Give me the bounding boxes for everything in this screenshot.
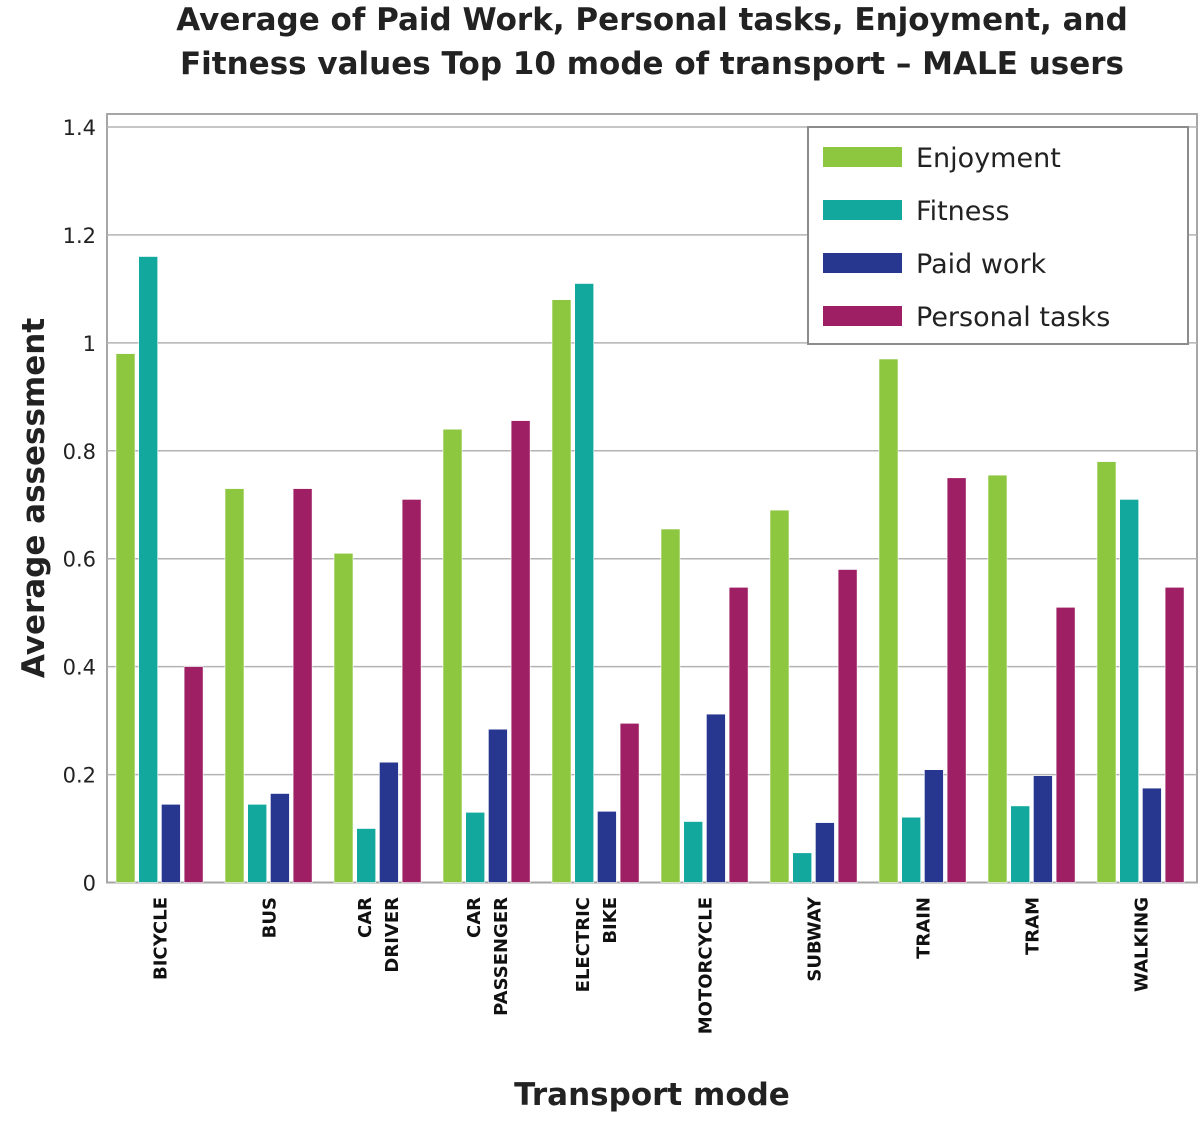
bar-fitness <box>683 821 704 883</box>
x-tick-label: TRAM <box>1023 897 1044 955</box>
bar-enjoyment <box>660 528 681 883</box>
x-tick-label-line: ELECTRIC <box>573 897 594 992</box>
legend-swatch-personal-tasks <box>823 306 902 326</box>
chart-title-line-1: Average of Paid Work, Personal tasks, En… <box>176 2 1128 38</box>
bar-enjoyment <box>224 488 245 883</box>
bar-enjoyment <box>987 474 1008 883</box>
x-tick-label-line: MOTORCYCLE <box>696 897 717 1034</box>
bar-personal-tasks <box>292 488 313 883</box>
x-tick-label-line: DRIVER <box>382 897 403 973</box>
y-tick-label: 0.6 <box>63 548 96 572</box>
y-tick-label: 1.2 <box>63 224 96 248</box>
bar-fitness <box>901 816 922 883</box>
bar-paid-work <box>597 810 617 883</box>
x-tick-label: SUBWAY <box>805 896 826 982</box>
legend-label: Personal tasks <box>916 302 1110 333</box>
x-tick-label-line: PASSENGER <box>491 897 512 1016</box>
x-tick-label-line: CAR <box>355 897 376 938</box>
x-tick-label-line: CAR <box>464 897 485 938</box>
bar-enjoyment <box>551 299 572 883</box>
bar-enjoyment <box>333 552 354 883</box>
bar-paid-work <box>488 728 508 883</box>
bar-enjoyment <box>769 509 790 883</box>
x-tick-label: BUS <box>260 897 281 938</box>
x-tick-label: BICYCLE <box>151 897 172 980</box>
y-tick-label: 1.4 <box>63 116 96 140</box>
bar-fitness <box>1010 805 1031 883</box>
bar-personal-tasks <box>1164 586 1185 883</box>
bar-personal-tasks <box>401 499 422 883</box>
x-tick-label: WALKING <box>1132 897 1153 992</box>
bar-fitness <box>465 811 486 883</box>
x-axis-ticks: BICYCLE BUS CAR DRIVER CAR PASSENGER ELECTRIC B… <box>151 896 1153 1034</box>
bar-fitness <box>1119 499 1139 883</box>
bar-personal-tasks <box>946 477 967 883</box>
bar-personal-tasks <box>510 420 531 883</box>
x-tick-label-line: TRAM <box>1023 897 1044 955</box>
bar-enjoyment <box>1096 461 1117 883</box>
bar-personal-tasks <box>619 722 640 883</box>
bar-paid-work <box>1033 775 1053 883</box>
y-tick-label: 0.8 <box>63 440 96 464</box>
x-tick-label-line: BIKE <box>600 897 621 944</box>
legend-label: Paid work <box>916 249 1047 280</box>
y-tick-label: 0 <box>83 872 96 896</box>
bar-fitness <box>247 803 267 883</box>
bar-personal-tasks <box>728 586 749 883</box>
bar-paid-work <box>706 713 726 883</box>
x-tick-label-line: WALKING <box>1132 897 1153 992</box>
bar-fitness <box>138 256 158 883</box>
x-tick-label: CAR DRIVER <box>355 897 403 973</box>
chart-title: Average of Paid Work, Personal tasks, En… <box>176 2 1128 82</box>
y-tick-label: 0.2 <box>63 764 96 788</box>
bar-personal-tasks <box>837 569 858 883</box>
legend-label: Fitness <box>916 196 1010 227</box>
x-axis-title: Transport mode <box>514 1077 790 1113</box>
bar-personal-tasks <box>183 666 204 883</box>
x-tick-label-line: BUS <box>260 897 281 938</box>
x-tick-label-line: TRAIN <box>914 897 935 959</box>
legend-swatch-paid-work <box>823 253 902 273</box>
bar-personal-tasks <box>1055 606 1076 883</box>
bar-paid-work <box>924 769 944 883</box>
y-tick-label: 1 <box>83 332 96 356</box>
bars <box>115 256 1185 883</box>
bar-enjoyment <box>442 428 463 883</box>
y-axis-title: Average assessment <box>16 318 52 678</box>
legend-swatch-fitness <box>823 200 902 220</box>
legend-swatch-enjoyment <box>823 147 902 167</box>
x-tick-label: TRAIN <box>914 897 935 959</box>
bar-paid-work <box>379 761 399 883</box>
x-tick-label: ELECTRIC BIKE <box>573 897 621 992</box>
bar-fitness <box>356 828 377 883</box>
bar-enjoyment <box>878 358 899 883</box>
bar-paid-work <box>815 822 835 883</box>
bar-enjoyment <box>115 353 136 883</box>
bar-fitness <box>792 852 813 883</box>
chart-title-line-2: Fitness values Top 10 mode of transport … <box>180 46 1124 82</box>
x-tick-label-line: BICYCLE <box>151 897 172 980</box>
legend-label: Enjoyment <box>916 143 1061 174</box>
bar-paid-work <box>161 803 181 883</box>
x-tick-label: CAR PASSENGER <box>464 897 512 1016</box>
x-tick-label: MOTORCYCLE <box>696 897 717 1034</box>
bar-paid-work <box>270 793 290 883</box>
x-tick-label-line: SUBWAY <box>805 896 826 982</box>
legend: Enjoyment Fitness Paid work Personal tasks <box>807 126 1189 345</box>
bar-fitness <box>574 283 595 883</box>
bar-paid-work <box>1142 787 1162 883</box>
y-tick-label: 0.4 <box>63 656 96 680</box>
y-axis-ticks: 0 0.2 0.4 0.6 0.8 1 1.2 1.4 <box>63 116 96 896</box>
